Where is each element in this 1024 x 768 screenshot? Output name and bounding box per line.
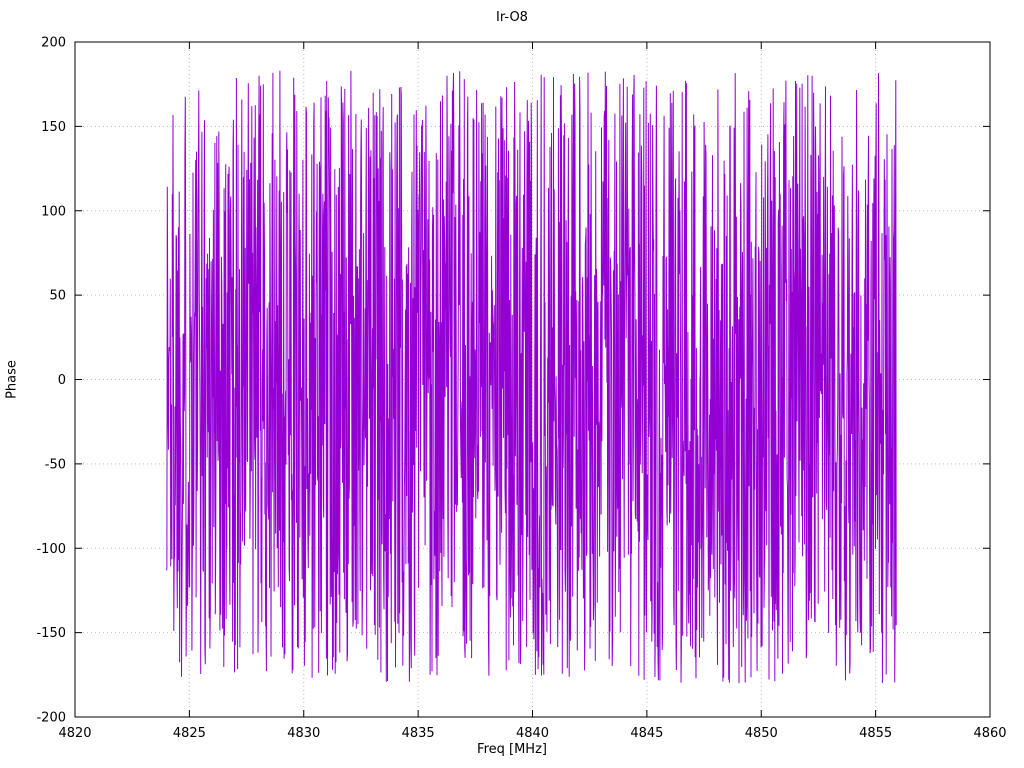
y-tick-label: -100 [36, 542, 66, 557]
phase-trace [166, 70, 897, 684]
x-tick-label: 4845 [630, 726, 663, 741]
x-tick-label: 4840 [516, 726, 549, 741]
x-tick-label: 4860 [973, 726, 1006, 741]
y-tick-label: -50 [45, 457, 66, 472]
x-tick-label: 4855 [859, 726, 892, 741]
y-tick-label: 0 [58, 373, 66, 388]
x-axis-label: Freq [MHz] [477, 742, 547, 757]
chart-title: Ir-O8 [496, 10, 528, 25]
y-tick-label: 100 [41, 204, 66, 219]
y-tick-label: -150 [36, 626, 66, 641]
y-tick-label: 200 [41, 36, 66, 51]
x-tick-label: 4835 [402, 726, 435, 741]
x-tick-label: 4825 [173, 726, 206, 741]
x-tick-label: 4830 [287, 726, 320, 741]
y-tick-label: -200 [36, 711, 66, 726]
x-tick-label: 4850 [745, 726, 778, 741]
y-tick-label: 150 [41, 120, 66, 135]
y-tick-label: 50 [49, 289, 66, 304]
x-tick-label: 4820 [58, 726, 91, 741]
